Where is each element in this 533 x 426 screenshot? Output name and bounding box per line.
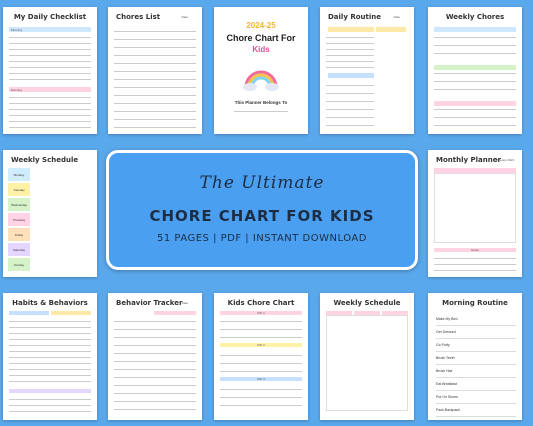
chores-list-card[interactable]: Chores List Date: [108, 7, 202, 134]
list-item: Pack Backpack: [436, 404, 516, 417]
card-title: Morning Routine: [442, 299, 508, 307]
hero-banner: The Ultimate CHORE CHART FOR KIDS 51 PAG…: [106, 150, 418, 270]
morning-routine-list: Make My Bed Get Dressed Go Potty Brush T…: [436, 313, 516, 417]
card-title: Weekly Chores: [445, 13, 505, 21]
card-title: Behavior Tracker: [116, 299, 183, 307]
card-title: My Daily Checklist: [13, 13, 87, 21]
hero-subline: 51 PAGES | PDF | INSTANT DOWNLOAD: [157, 233, 367, 244]
list-item: Put On Shoes: [436, 391, 516, 404]
weekly-schedule-2-card[interactable]: Weekly Schedule: [320, 293, 414, 420]
list-item: Make My Bed: [436, 313, 516, 326]
hero-script: The Ultimate: [199, 173, 325, 193]
hero-headline: CHORE CHART FOR KIDS: [149, 207, 375, 225]
list-item: Get Dressed: [436, 326, 516, 339]
card-title: Weekly Schedule: [333, 299, 401, 307]
cover-kids: Kids: [252, 45, 270, 54]
card-title: Habits & Behaviors: [12, 299, 88, 307]
behavior-tracker-card[interactable]: Behavior Tracker Date: [108, 293, 202, 420]
morning-routine-card[interactable]: Morning Routine Make My Bed Get Dressed …: [428, 293, 522, 420]
weekly-chores-card[interactable]: Weekly Chores: [428, 7, 522, 134]
list-item: Eat Breakfast: [436, 378, 516, 391]
card-title: Monthly Planner: [436, 156, 501, 164]
daily-checklist-card[interactable]: My Daily Checklist Morning Evening: [3, 7, 97, 134]
list-item: Brush Teeth: [436, 352, 516, 365]
rainbow-icon: [243, 70, 279, 91]
list-item: Go Potty: [436, 339, 516, 352]
cover-title: Chore Chart For: [226, 33, 296, 43]
kids-chore-chart-card[interactable]: Kids Chore Chart KID 1 KID 2 KID 3: [214, 293, 308, 420]
cover-card[interactable]: 2024-25 Chore Chart For Kids This Planne…: [214, 7, 308, 134]
cover-year: 2024-25: [246, 21, 276, 30]
cover-belongs: This Planner Belongs To: [234, 100, 288, 105]
card-title: Daily Routine: [328, 13, 381, 21]
card-title: Chores List: [116, 13, 161, 21]
card-title: Kids Chore Chart: [227, 299, 295, 307]
card-title: Weekly Schedule: [11, 156, 79, 164]
monthly-planner-card[interactable]: Monthly Planner January 2024 Notes: [428, 150, 522, 277]
habits-card[interactable]: Habits & Behaviors: [3, 293, 97, 420]
weekly-schedule-card[interactable]: Weekly Schedule Monday Tuesday Wednesday…: [3, 150, 97, 277]
daily-routine-card[interactable]: Daily Routine Date: [320, 7, 414, 134]
list-item: Brush Hair: [436, 365, 516, 378]
